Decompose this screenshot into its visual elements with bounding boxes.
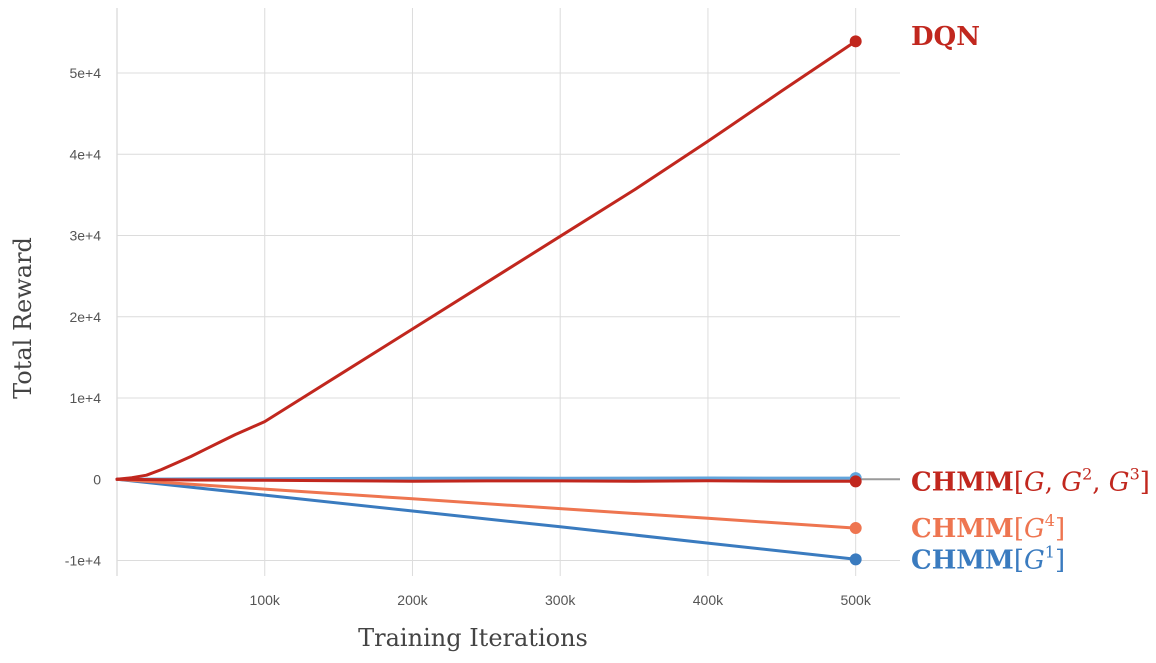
end-points xyxy=(849,35,862,566)
y-tick-label: 5e+4 xyxy=(69,65,101,81)
x-tick-label: 500k xyxy=(840,592,871,608)
x-tick-label: 300k xyxy=(545,592,576,608)
y-tick-label: 4e+4 xyxy=(69,146,101,162)
series-line xyxy=(115,477,858,561)
y-tick-label: 2e+4 xyxy=(69,309,101,325)
series-labels: DQN CHMM[G, G2, G3] CHMM[G4]CHMM[G1] xyxy=(911,22,1150,575)
y-tick-label: 0 xyxy=(93,471,101,487)
series-label: CHMM[G, G2, G3] xyxy=(911,464,1150,497)
series-line xyxy=(115,477,858,483)
x-axis-ticks: 100k 200k 300k 400k 500k xyxy=(250,592,872,608)
series-end-point xyxy=(849,475,862,488)
series-end-point xyxy=(849,35,862,48)
series-label: DQN xyxy=(911,22,980,52)
y-axis-title: Total Reward xyxy=(9,237,37,399)
y-tick-label: 1e+4 xyxy=(69,390,101,406)
series-end-point xyxy=(849,553,862,566)
y-axis-ticks: -1e+4 0 1e+4 2e+4 3e+4 4e+4 5e+4 xyxy=(65,65,101,569)
y-tick-label: -1e+4 xyxy=(65,553,101,569)
series-line xyxy=(115,477,858,530)
x-tick-label: 400k xyxy=(693,592,724,608)
series-line xyxy=(115,39,858,481)
y-tick-label: 3e+4 xyxy=(69,228,101,244)
series-lines xyxy=(115,39,858,561)
series-label: CHMM[G4] xyxy=(911,511,1065,544)
series-end-point xyxy=(849,522,862,535)
x-tick-label: 100k xyxy=(250,592,281,608)
x-tick-label: 200k xyxy=(397,592,428,608)
x-axis-title: Training Iterations xyxy=(358,624,588,652)
series-label: CHMM[G1] xyxy=(911,542,1065,575)
